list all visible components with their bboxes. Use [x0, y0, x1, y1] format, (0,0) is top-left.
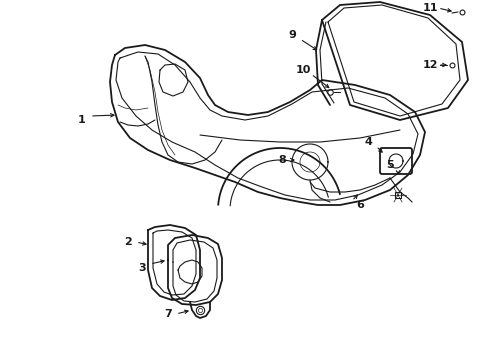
Text: 3: 3 — [138, 263, 146, 273]
Text: 10: 10 — [295, 65, 311, 75]
Text: 11: 11 — [422, 3, 438, 13]
Text: 2: 2 — [124, 237, 132, 247]
Text: 9: 9 — [288, 30, 296, 40]
Text: 8: 8 — [278, 155, 286, 165]
Text: 7: 7 — [164, 309, 172, 319]
Text: 4: 4 — [364, 137, 372, 147]
Text: 12: 12 — [422, 60, 438, 70]
Text: 5: 5 — [386, 160, 394, 170]
Text: 6: 6 — [356, 200, 364, 210]
Text: 1: 1 — [78, 115, 86, 125]
